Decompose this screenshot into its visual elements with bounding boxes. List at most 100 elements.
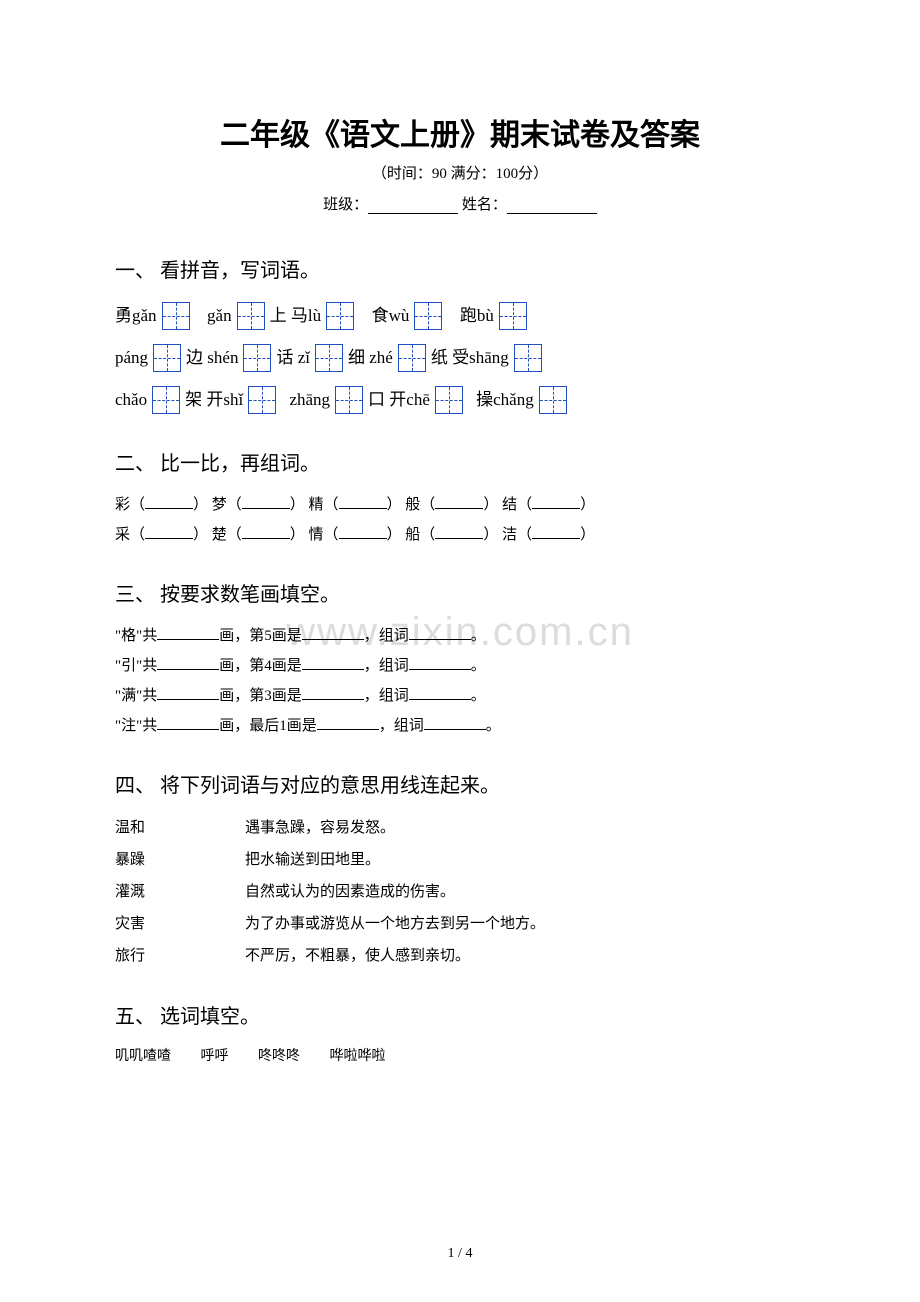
- txt: "引"共: [115, 658, 157, 674]
- txt: ）: [580, 527, 595, 543]
- txt: ，组词: [364, 628, 409, 644]
- char-box[interactable]: [315, 344, 343, 372]
- txt: ，组词: [379, 718, 424, 734]
- txt: páng: [115, 339, 148, 377]
- match-left: 灾害: [115, 908, 245, 940]
- blank[interactable]: [302, 626, 364, 640]
- blank[interactable]: [339, 525, 387, 539]
- pinyin-row-1: 勇gǎn gǎn 上 马lù 食wù 跑bù: [115, 297, 805, 335]
- blank[interactable]: [339, 495, 387, 509]
- txt: 。: [471, 628, 486, 644]
- match-right: 自然或认为的因素造成的伤害。: [245, 876, 455, 908]
- match-left: 灌溉: [115, 876, 245, 908]
- word: 叽叽喳喳: [115, 1049, 171, 1064]
- document-content: 二年级《语文上册》期末试卷及答案 （时间：90 满分：100分） 班级： 姓名：…: [115, 110, 805, 1071]
- q4-row: 灾害为了办事或游览从一个地方去到另一个地方。: [115, 908, 805, 940]
- txt: ，组词: [364, 688, 409, 704]
- word: 哗啦哗啦: [330, 1049, 386, 1064]
- txt: ） 情（: [290, 527, 339, 543]
- blank[interactable]: [409, 626, 471, 640]
- blank[interactable]: [532, 525, 580, 539]
- txt: 细 zhé: [348, 339, 393, 377]
- char-box[interactable]: [152, 386, 180, 414]
- blank[interactable]: [435, 495, 483, 509]
- char-box[interactable]: [326, 302, 354, 330]
- class-blank[interactable]: [368, 198, 458, 214]
- char-box[interactable]: [435, 386, 463, 414]
- match-right: 遇事急躁，容易发怒。: [245, 812, 395, 844]
- char-box[interactable]: [248, 386, 276, 414]
- txt: "满"共: [115, 688, 157, 704]
- txt: 跑bù: [460, 297, 494, 335]
- txt: 上 马lù: [270, 297, 321, 335]
- subtitle: （时间：90 满分：100分）: [115, 162, 805, 183]
- page-number: 1 / 4: [448, 1246, 473, 1262]
- blank[interactable]: [145, 495, 193, 509]
- blank[interactable]: [435, 525, 483, 539]
- q4-row: 温和遇事急躁，容易发怒。: [115, 812, 805, 844]
- char-box[interactable]: [398, 344, 426, 372]
- q3-row: "引"共画，第4画是，组词。: [115, 651, 805, 681]
- char-box[interactable]: [153, 344, 181, 372]
- q2-row-1: 彩（） 梦（） 精（） 般（） 结（）: [115, 490, 805, 520]
- blank[interactable]: [302, 686, 364, 700]
- blank[interactable]: [424, 716, 486, 730]
- section-4-heading: 四、 将下列词语与对应的意思用线连起来。: [115, 769, 805, 798]
- char-box[interactable]: [499, 302, 527, 330]
- txt: chǎo: [115, 381, 147, 419]
- txt: 。: [486, 718, 501, 734]
- blank[interactable]: [302, 656, 364, 670]
- q4-row: 旅行不严厉，不粗暴，使人感到亲切。: [115, 940, 805, 972]
- blank[interactable]: [145, 525, 193, 539]
- blank[interactable]: [157, 626, 219, 640]
- txt: 话 zǐ: [276, 339, 310, 377]
- char-box[interactable]: [514, 344, 542, 372]
- word: 咚咚咚: [258, 1049, 300, 1064]
- pinyin-row-3: chǎo 架 开shǐ zhāng 口 开chē 操chǎng: [115, 381, 805, 419]
- blank[interactable]: [532, 495, 580, 509]
- match-right: 把水输送到田地里。: [245, 844, 380, 876]
- txt: 画，第3画是: [219, 688, 302, 704]
- q4-row: 灌溉自然或认为的因素造成的伤害。: [115, 876, 805, 908]
- blank[interactable]: [157, 716, 219, 730]
- blank[interactable]: [409, 656, 471, 670]
- page-title: 二年级《语文上册》期末试卷及答案: [115, 110, 805, 154]
- form-line: 班级： 姓名：: [115, 193, 805, 214]
- blank[interactable]: [317, 716, 379, 730]
- q2-row-2: 采（） 楚（） 情（） 船（） 洁（）: [115, 520, 805, 550]
- word: 呼呼: [201, 1049, 229, 1064]
- txt: 采（: [115, 527, 145, 543]
- char-box[interactable]: [243, 344, 271, 372]
- name-blank[interactable]: [507, 198, 597, 214]
- txt: ） 船（: [387, 527, 436, 543]
- char-box[interactable]: [237, 302, 265, 330]
- match-right: 不严厉，不粗暴，使人感到亲切。: [245, 940, 470, 972]
- txt: 彩（: [115, 497, 145, 513]
- txt: 画，最后1画是: [219, 718, 317, 734]
- txt: 。: [471, 658, 486, 674]
- blank[interactable]: [409, 686, 471, 700]
- class-label: 班级：: [323, 197, 368, 213]
- match-right: 为了办事或游览从一个地方去到另一个地方。: [245, 908, 545, 940]
- char-box[interactable]: [414, 302, 442, 330]
- char-box[interactable]: [162, 302, 190, 330]
- txt: zhāng: [289, 381, 330, 419]
- txt: ，组词: [364, 658, 409, 674]
- q5-words: 叽叽喳喳 呼呼 咚咚咚 哗啦哗啦: [115, 1043, 805, 1071]
- blank[interactable]: [157, 686, 219, 700]
- txt: 纸 受shāng: [431, 339, 509, 377]
- section-3-heading: 三、 按要求数笔画填空。: [115, 578, 805, 607]
- blank[interactable]: [242, 495, 290, 509]
- char-box[interactable]: [539, 386, 567, 414]
- section-2-heading: 二、 比一比，再组词。: [115, 447, 805, 476]
- txt: gǎn: [207, 297, 232, 335]
- txt: ）: [580, 497, 595, 513]
- section-1-heading: 一、 看拼音，写词语。: [115, 254, 805, 283]
- char-box[interactable]: [335, 386, 363, 414]
- blank[interactable]: [157, 656, 219, 670]
- section-5-heading: 五、 选词填空。: [115, 1000, 805, 1029]
- match-left: 旅行: [115, 940, 245, 972]
- blank[interactable]: [242, 525, 290, 539]
- txt: ） 梦（: [193, 497, 242, 513]
- txt: ） 般（: [387, 497, 436, 513]
